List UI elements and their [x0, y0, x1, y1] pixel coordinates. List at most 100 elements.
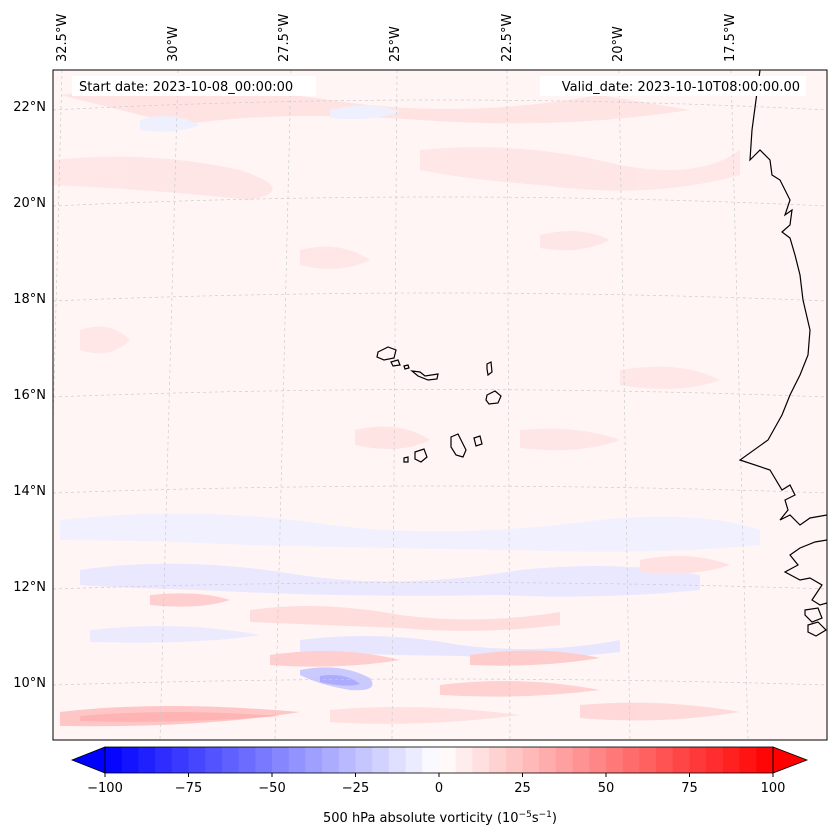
colorbar-bin: [539, 747, 557, 773]
colorbar-bin: [589, 747, 607, 773]
colorbar-bin: [155, 747, 173, 773]
lon-label: 27.5°W: [277, 14, 292, 62]
valid-date-label: Valid_date: 2023-10-10T08:00:00.00: [562, 80, 800, 95]
island-sal: [486, 361, 493, 377]
colorbar-bin: [639, 747, 657, 773]
colorbar-bin: [188, 747, 206, 773]
colorbar-bin: [272, 747, 290, 773]
colorbar-bin: [305, 747, 323, 773]
coastlines: [376, 70, 827, 637]
colorbar-bins: [105, 747, 774, 773]
colorbar-bin: [489, 747, 507, 773]
colorbar-bin: [288, 747, 306, 773]
colorbar-bin: [572, 747, 590, 773]
map-panel: Start date: 2023-10-08_00:00:00 Valid_da…: [53, 70, 827, 740]
gridline-lat-22n: [53, 99, 827, 111]
colorbar-bin: [706, 747, 724, 773]
gridline-lat-16n: [53, 389, 827, 398]
colorbar-bin: [455, 747, 473, 773]
colorbar-tick-label: −50: [258, 781, 285, 796]
lat-label: 20°N: [13, 196, 46, 211]
colorbar-bin: [622, 747, 640, 773]
colorbar-tick-label: 0: [435, 781, 443, 796]
colorbar-label-exp1: −5: [519, 810, 532, 820]
colorbar-tick-label: 75: [681, 781, 698, 796]
gridline-lat-18n: [53, 292, 827, 302]
colorbar-bin: [338, 747, 356, 773]
lat-label: 12°N: [13, 580, 46, 595]
start-date-label: Start date: 2023-10-08_00:00:00: [79, 80, 293, 95]
island-boa-vista: [485, 390, 502, 405]
colorbar-bin: [355, 747, 373, 773]
lat-label: 16°N: [13, 388, 46, 403]
colorbar-bin: [522, 747, 540, 773]
africa-coastline-south: [783, 539, 827, 606]
gridline-lat-14n: [53, 485, 827, 494]
lon-label: 25°W: [388, 26, 403, 62]
colorbar-bin: [405, 747, 423, 773]
lat-label: 18°N: [13, 292, 46, 307]
colorbar-tick-label: 100: [761, 781, 786, 796]
start-date-box: [72, 76, 316, 96]
colorbar-bin: [422, 747, 440, 773]
latitude-labels: 22°N 20°N 18°N 16°N 14°N 12°N 10°N: [13, 100, 46, 691]
colorbar-extend-min: [70, 746, 106, 774]
gridline-lon-17-5w: [730, 70, 749, 740]
colorbar-bin: [689, 747, 707, 773]
island-santa-luzia: [403, 364, 410, 370]
colorbar-bin: [388, 747, 407, 773]
island-santiago: [450, 433, 467, 458]
valid-date-box: [540, 76, 806, 96]
colorbar: −100 −75 −50 −25 0 25 50 75 100 500 hPa absolute…: [70, 746, 809, 826]
lat-label: 10°N: [13, 676, 46, 691]
colorbar-bin: [439, 747, 457, 773]
colorbar-bin: [205, 747, 223, 773]
colorbar-tick-label: −25: [342, 781, 369, 796]
gridline-lon-25w: [391, 70, 398, 740]
colorbar-label-exp2: −1: [539, 810, 552, 820]
lon-label: 22.5°W: [500, 14, 515, 62]
colorbar-bin: [372, 747, 390, 773]
lon-label: 17.5°W: [723, 14, 738, 62]
colorbar-tick-label: −75: [175, 781, 202, 796]
lon-label: 20°W: [611, 26, 626, 62]
gridline-lat-12n: [53, 582, 827, 590]
colorbar-bin: [255, 747, 273, 773]
lon-label: 30°W: [166, 26, 181, 62]
gridline-lat-10n: [53, 678, 827, 686]
colorbar-bin: [238, 747, 256, 773]
lat-label: 22°N: [13, 100, 46, 115]
colorbar-bin: [739, 747, 757, 773]
island-sao-vicente: [390, 359, 401, 367]
colorbar-bin: [672, 747, 690, 773]
longitude-labels: 32.5°W 30°W 27.5°W 25°W 22.5°W 20°W 17.5…: [55, 14, 738, 62]
gridline-lon-30w: [159, 70, 179, 740]
island-santo-antao: [376, 346, 397, 361]
lat-label: 14°N: [13, 484, 46, 499]
colorbar-label-end: ): [552, 811, 557, 826]
colorbar-bin: [656, 747, 674, 773]
colorbar-label-mid: s: [532, 811, 539, 826]
colorbar-bin: [221, 747, 240, 773]
colorbar-bin: [105, 747, 123, 773]
colorbar-bin: [121, 747, 139, 773]
colorbar-label: 500 hPa absolute vorticity (10−5s−1): [323, 810, 557, 826]
graticule: [53, 70, 827, 740]
colorbar-ticks: −100 −75 −50 −25 0 25 50 75 100: [87, 773, 785, 796]
colorbar-bin: [756, 747, 774, 773]
colorbar-bin: [606, 747, 624, 773]
colorbar-extend-max: [772, 746, 809, 774]
lon-label: 32.5°W: [55, 14, 70, 62]
colorbar-bin: [472, 747, 490, 773]
colorbar-bin: [555, 747, 574, 773]
africa-coastline: [738, 70, 827, 526]
colorbar-label-main: 500 hPa absolute vorticity (10: [323, 811, 519, 826]
colorbar-bin: [505, 747, 523, 773]
gridline-lon-27-5w: [274, 70, 292, 740]
gridline-lat-20n: [53, 196, 827, 207]
island-brava: [403, 456, 409, 463]
colorbar-bin: [171, 747, 189, 773]
island-fogo: [414, 448, 428, 463]
vorticity-field: [53, 88, 760, 727]
